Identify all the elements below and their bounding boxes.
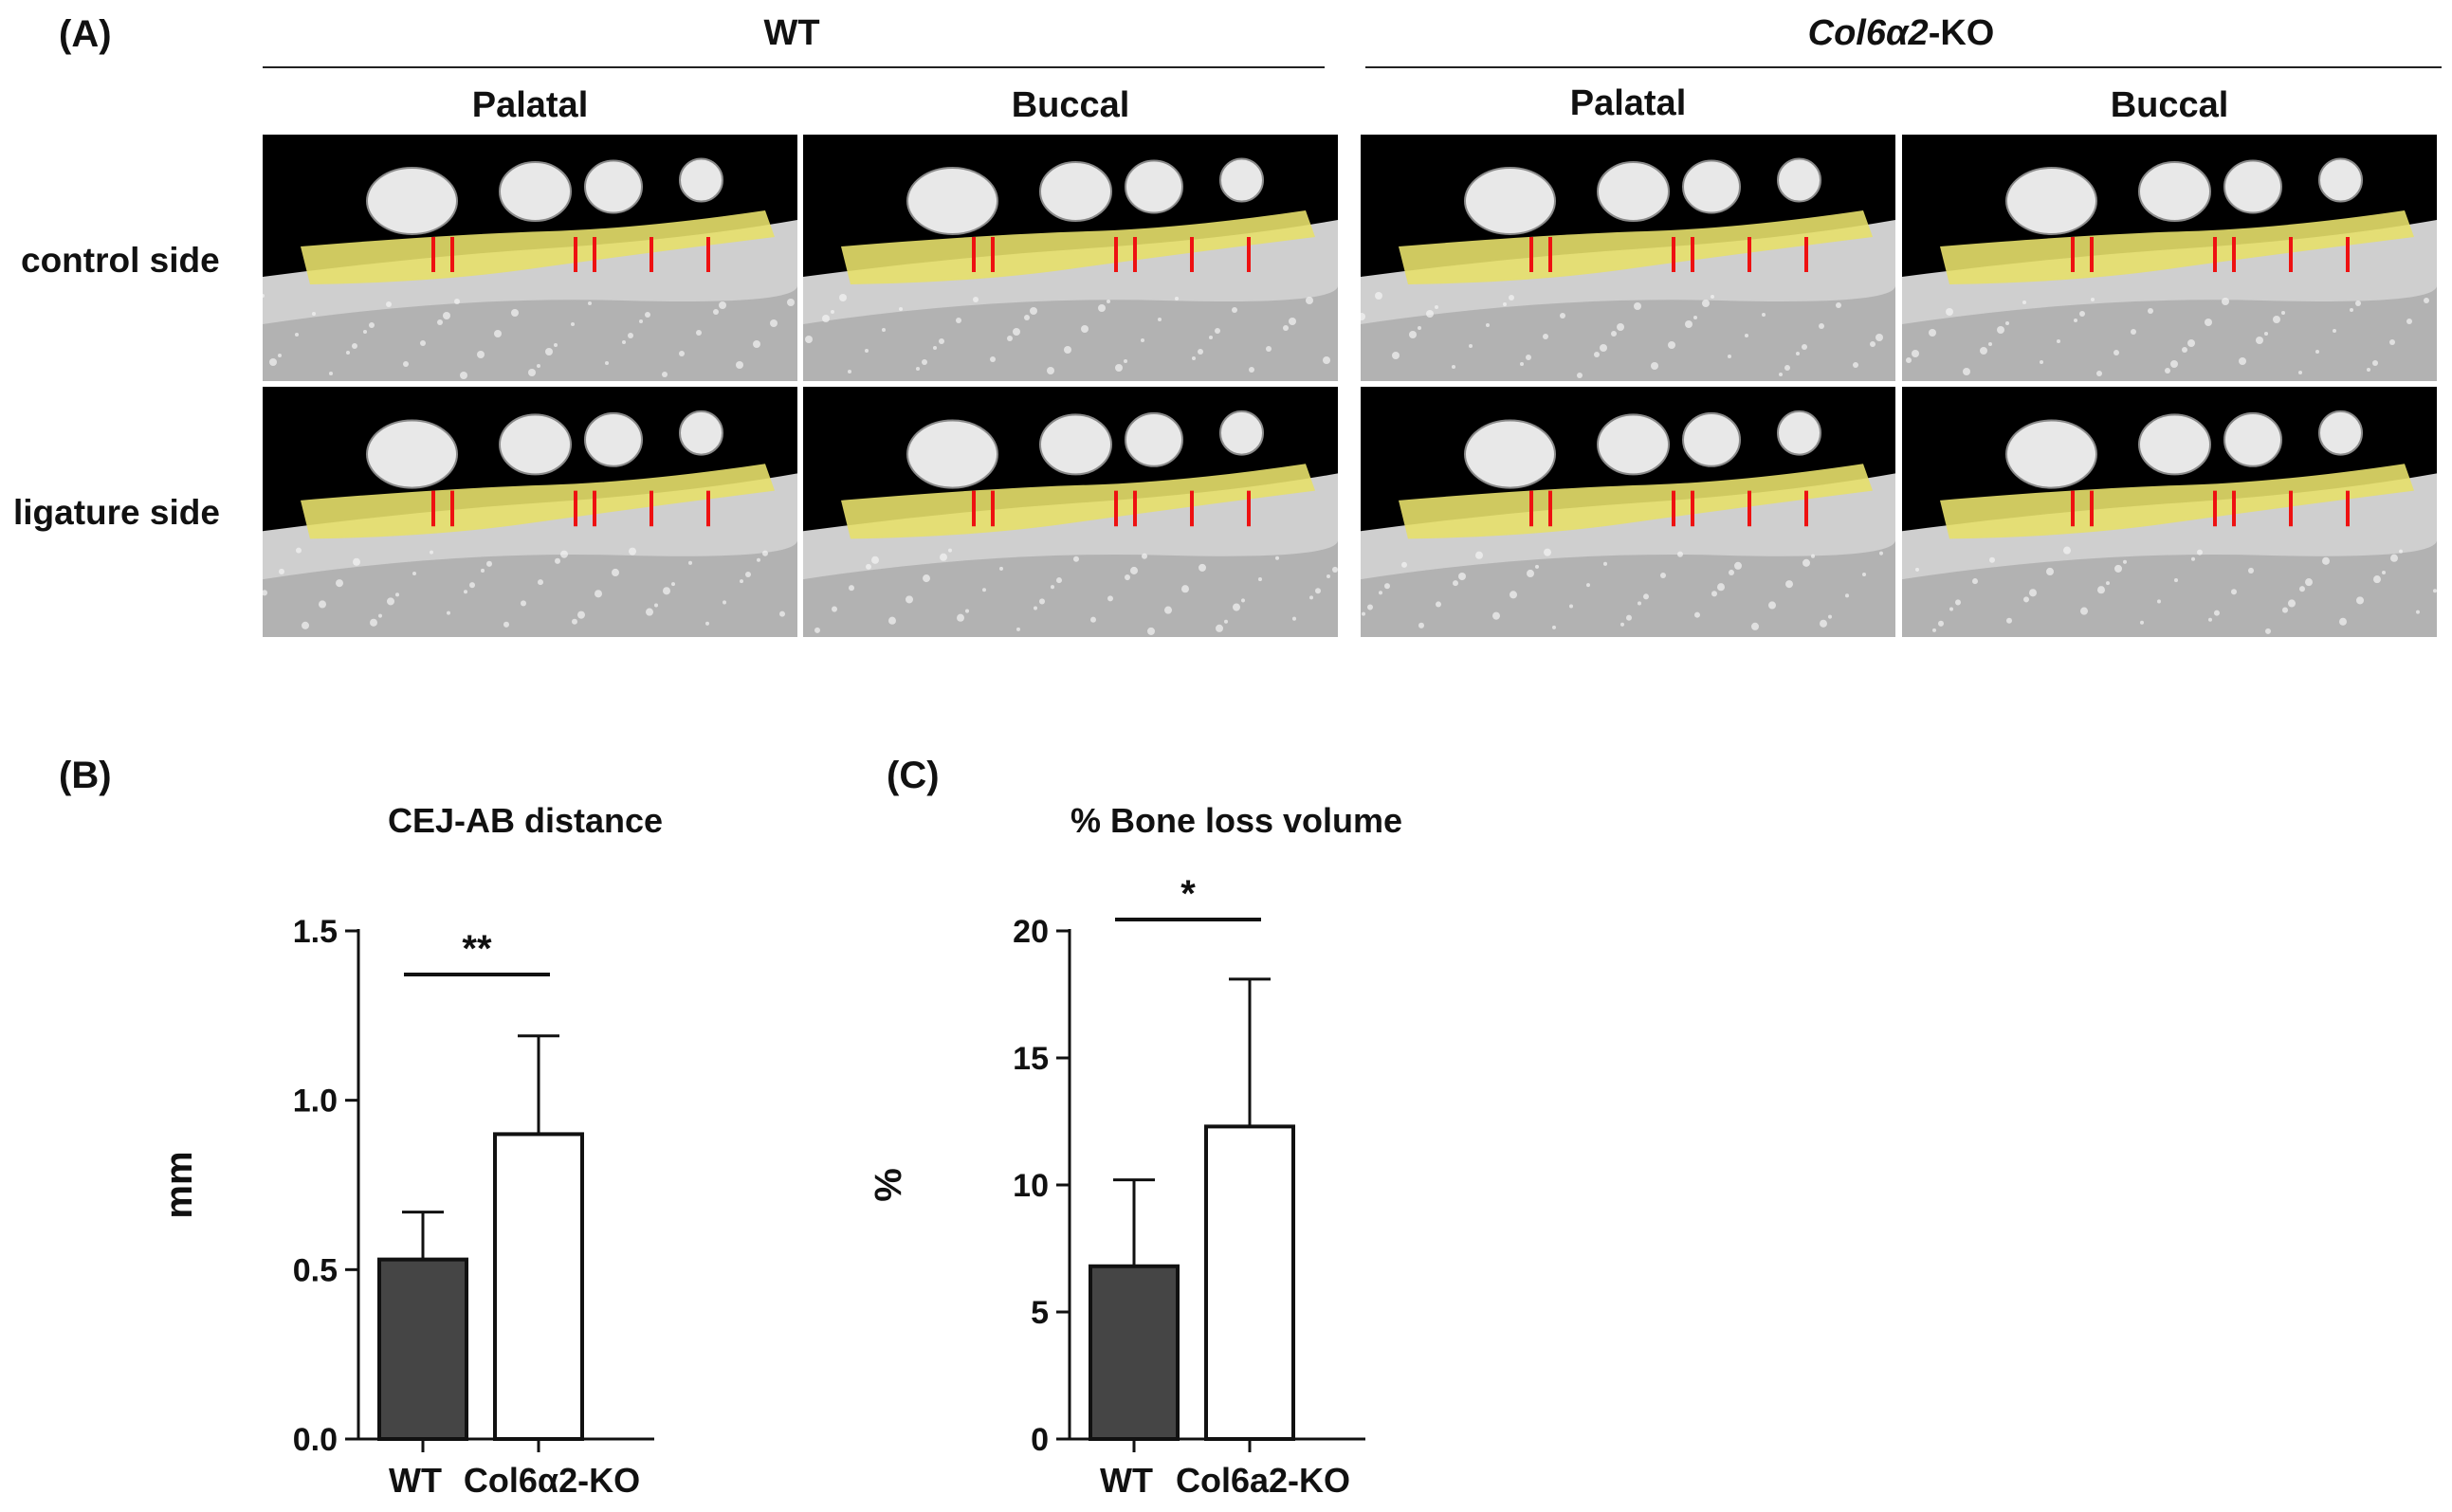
chart-cej-ab-distance: CEJ-AB distance mm 0.0 0.5 1.0 1.5 WT Col6α2-KO… [158,801,663,1500]
y-axis-label: % [868,1168,909,1202]
y-tick-label: 0 [1031,1422,1049,1458]
column-header-ko-palatal: Palatal [1569,83,1687,123]
bar-ko [493,1132,584,1441]
microct-image-wt-palatal-control [263,135,797,381]
panel-b-label: (B) [59,755,112,796]
column-header-wt-buccal: Buccal [1011,85,1130,125]
group-header-wt: WT [763,13,820,53]
chart-title: CEJ-AB distance [388,801,663,840]
y-tick-label: 5 [1031,1295,1049,1331]
column-header-wt-palatal: Palatal [471,85,589,125]
y-axis-label: mm [158,1151,200,1218]
y-tick-label: 1.5 [293,914,338,950]
y-tick-label: 20 [1013,914,1049,950]
chart-bone-loss-volume: % Bone loss volume% 0 5 10 15 20 WT Col6a2-KO * [868,801,1402,1500]
microct-image-ko-buccal-ligature [1902,387,2437,637]
chart-title: % Bone loss volume [1070,801,1402,840]
bar-wt [377,1257,468,1442]
bar-wt [1089,1264,1180,1442]
microct-image-ko-palatal-control [1361,135,1895,381]
microct-image-ko-buccal-control [1902,135,2437,381]
x-tick-label: WT [389,1461,442,1500]
panel-c-label: (C) [887,755,940,796]
y-tick-label: 10 [1013,1168,1049,1204]
y-tick-label: 0.0 [293,1422,338,1458]
group-header-ko: Col6α2-KO [1807,13,1995,53]
bar-ko [1204,1124,1295,1441]
microct-image-wt-buccal-control [803,135,1338,381]
group-underline-ko [1365,66,2442,68]
significance-marker: ** [462,928,492,970]
microct-image-ko-palatal-ligature [1361,387,1895,637]
column-header-ko-buccal: Buccal [2110,85,2229,125]
microct-image-wt-buccal-ligature [803,387,1338,637]
significance-marker: * [1180,873,1196,915]
y-tick-label: 15 [1013,1041,1049,1077]
x-tick-label: Col6α2-KO [464,1461,640,1500]
x-tick-label: WT [1100,1461,1153,1500]
panel-a-label: (A) [59,13,112,55]
x-tick-label: Col6a2-KO [1176,1461,1350,1500]
row-label-ligature: ligature side [13,493,220,532]
group-underline-wt [263,66,1325,68]
y-tick-label: 1.0 [293,1084,338,1120]
microct-image-wt-palatal-ligature [263,387,797,637]
y-tick-label: 0.5 [293,1252,338,1288]
row-label-control: control side [21,241,220,280]
